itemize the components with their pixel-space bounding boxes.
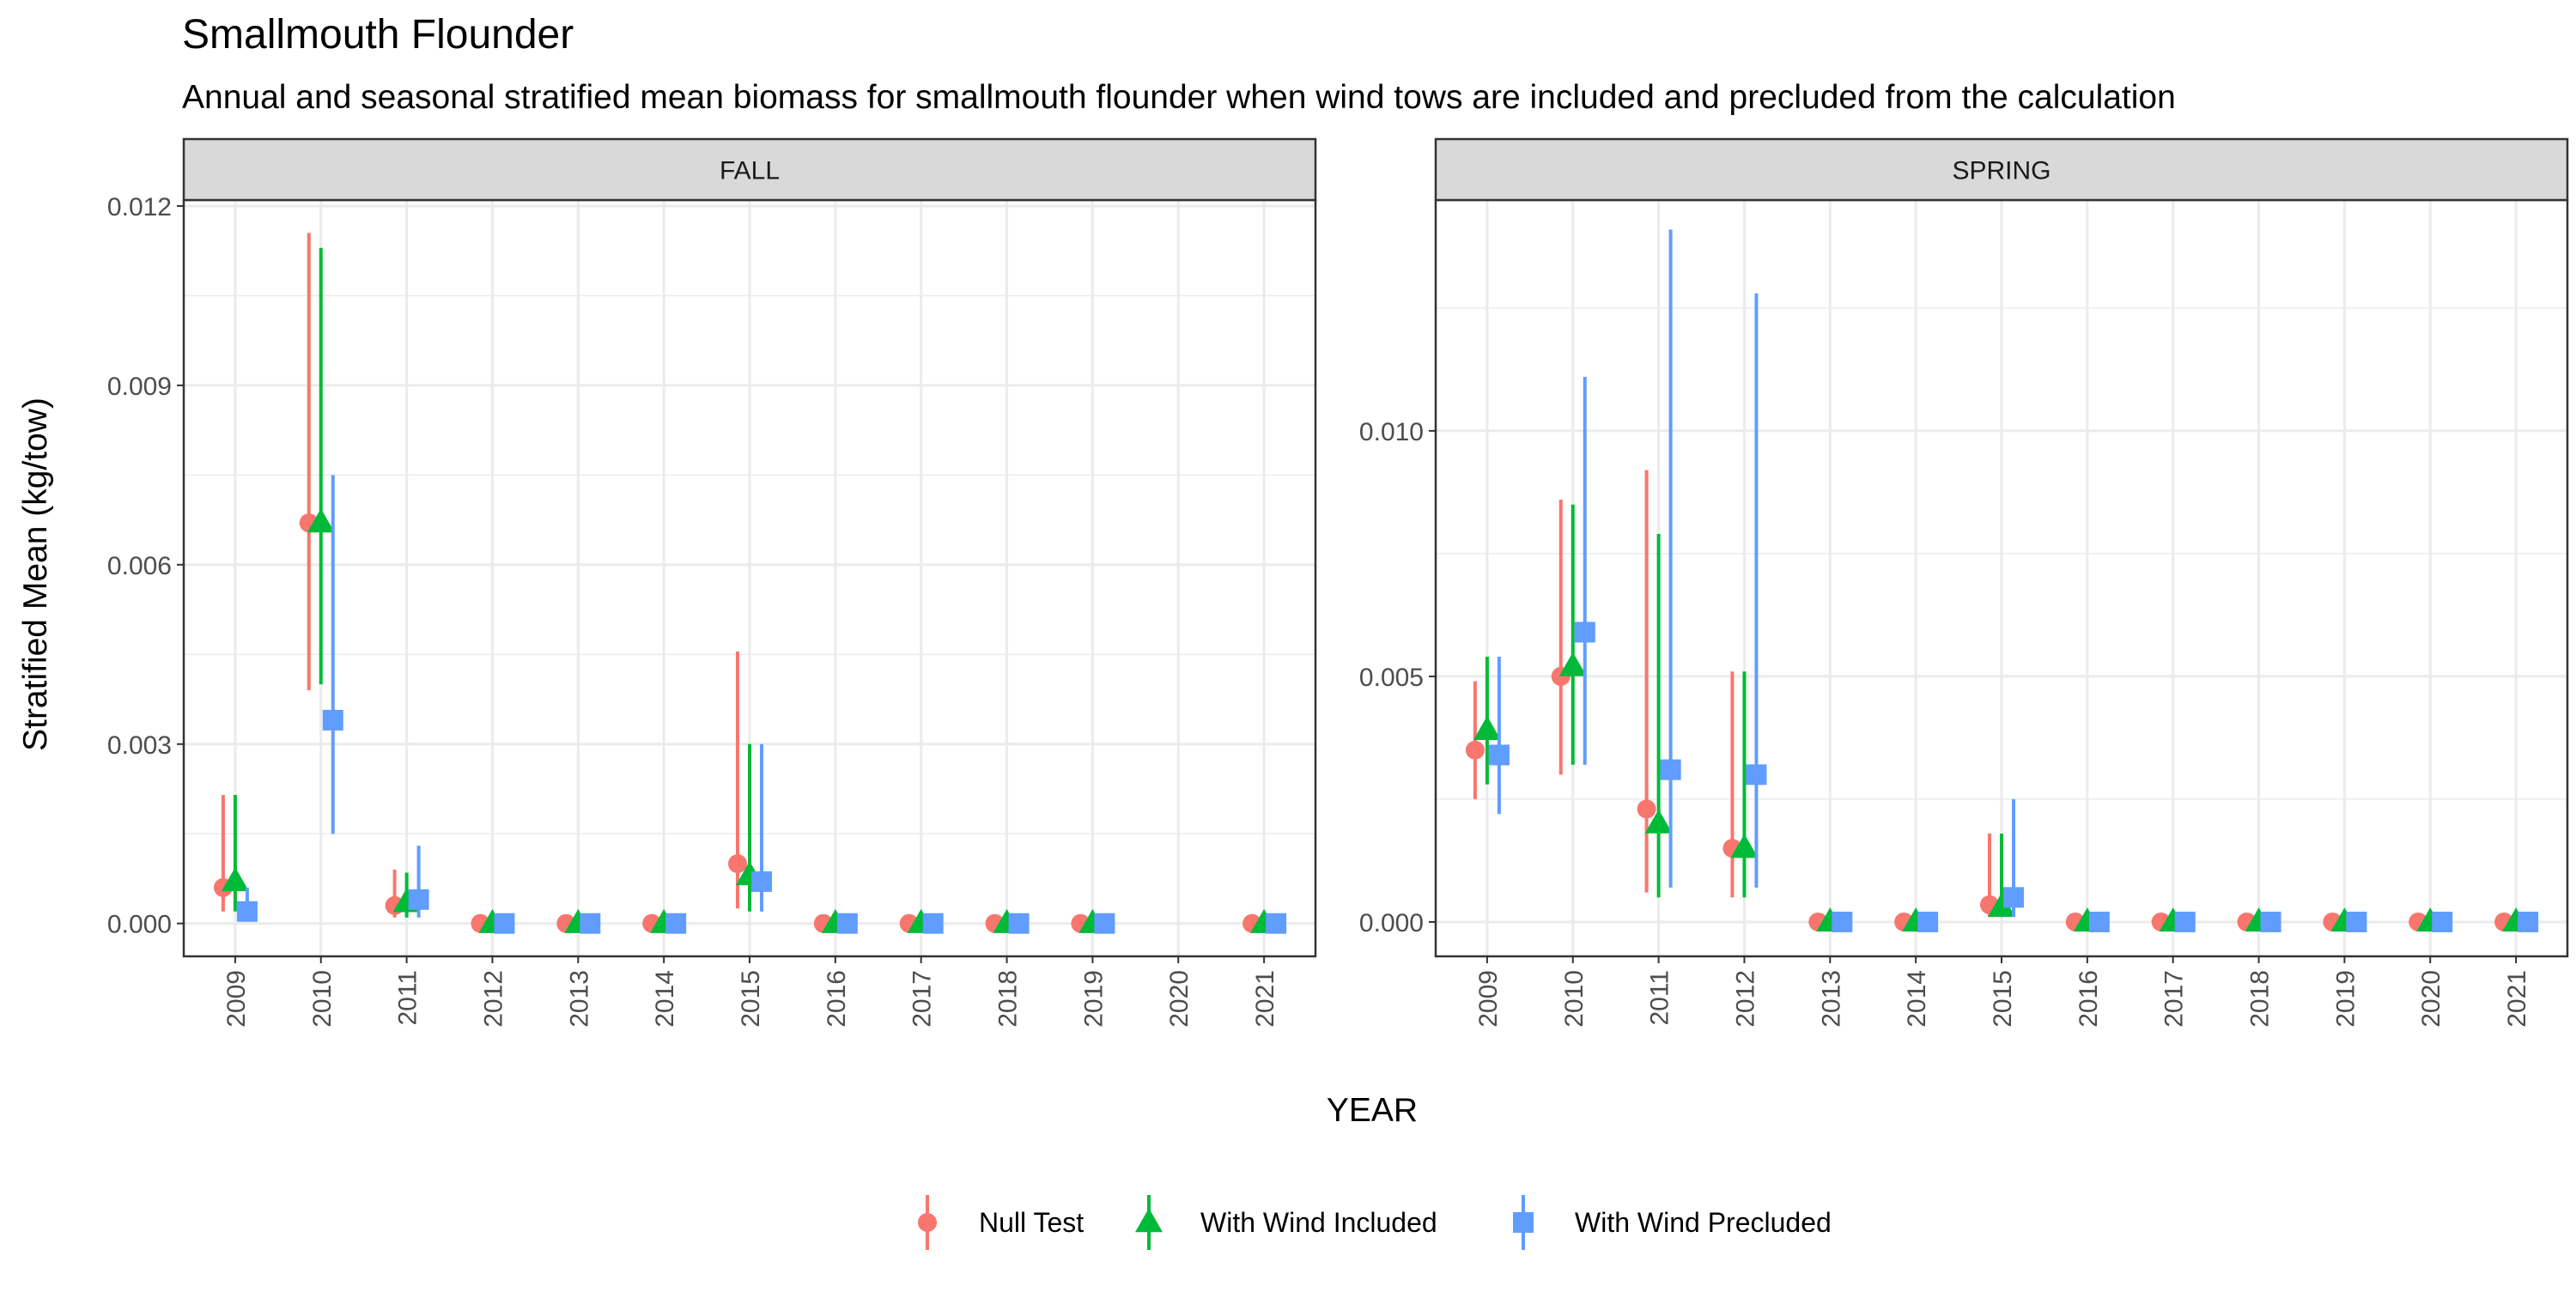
x-tick-label: 2018	[2246, 970, 2275, 1028]
x-tick-label: 2012	[1731, 970, 1759, 1028]
y-tick-label: 0.009	[107, 373, 172, 401]
x-tick-label: 2009	[222, 970, 251, 1028]
data-point	[1266, 913, 1287, 934]
x-tick-label: 2013	[1817, 970, 1845, 1028]
data-point	[494, 913, 515, 934]
x-tick-label: 2021	[2503, 970, 2531, 1028]
x-tick-label: 2019	[2331, 970, 2360, 1028]
panels: 0.000 0.003 0.006 0.009 0.012 2009 2010 2011 201…	[107, 137, 2569, 1028]
data-point	[1094, 913, 1115, 934]
data-point	[922, 913, 944, 934]
legend-key-marker	[918, 1213, 937, 1232]
x-tick-label: 2020	[2417, 970, 2445, 1028]
data-point	[2518, 911, 2539, 932]
legend-label: With Wind Precluded	[1575, 1207, 1832, 1238]
data-point	[2260, 911, 2281, 932]
x-tick-label: 2012	[479, 970, 507, 1028]
data-point	[1558, 652, 1587, 676]
series-with-wind-precluded	[1488, 229, 2539, 932]
y-tick-label: 0.003	[107, 731, 172, 760]
data-point	[1746, 764, 1767, 786]
x-tick-label: 2017	[908, 970, 937, 1028]
series-null-test	[213, 233, 1262, 933]
data-point	[307, 508, 335, 533]
chart-subtitle: Annual and seasonal stratified mean biom…	[182, 79, 2176, 116]
panel-spring: 0.000 0.005 0.010 2009 2010 2011 2012 2013 2014 2…	[1359, 137, 2569, 1028]
x-tick-label: 2009	[1474, 970, 1503, 1028]
data-point	[1465, 740, 1485, 760]
x-tick-label: 2011	[1646, 970, 1674, 1026]
x-tick-label: 2019	[1079, 970, 1108, 1028]
data-point	[2174, 911, 2196, 932]
y-tick-label: 0.000	[107, 911, 172, 939]
facet-strip	[182, 137, 1317, 202]
series-null-test	[1465, 470, 2514, 931]
x-tick-label: 2020	[1165, 970, 1194, 1028]
x-tick-label: 2016	[2075, 970, 2103, 1028]
y-tick-label: 0.000	[1359, 909, 1424, 937]
legend-key-marker	[1135, 1208, 1163, 1233]
x-tick-label: 2018	[994, 970, 1023, 1028]
y-tick-label: 0.006	[107, 552, 172, 580]
legend-label: Null Test	[979, 1207, 1084, 1238]
data-point	[322, 709, 343, 731]
y-tick-label: 0.005	[1359, 664, 1424, 692]
data-point	[1832, 911, 1853, 932]
legend: Null Test With Wind Included With Wind Pre…	[918, 1195, 1832, 1250]
x-tick-label: 2014	[1903, 970, 1931, 1028]
data-point	[1660, 759, 1681, 780]
x-tick-label: 2011	[394, 970, 422, 1026]
data-point	[2432, 911, 2453, 932]
legend-item-with-wind-included: With Wind Included	[1135, 1195, 1437, 1250]
data-point	[1574, 622, 1595, 643]
panel-fall: 0.000 0.003 0.006 0.009 0.012 2009 2010 2011 201…	[107, 137, 1317, 1028]
data-point	[1644, 809, 1673, 834]
data-point	[408, 889, 429, 910]
y-tick-label: 0.010	[1359, 418, 1424, 446]
data-point	[1637, 799, 1656, 819]
legend-item-null-test: Null Test	[918, 1195, 1084, 1250]
legend-key-marker	[1513, 1212, 1534, 1233]
data-point	[236, 901, 258, 922]
data-point	[1917, 911, 1939, 932]
facet-strip-label: SPRING	[1952, 157, 2050, 185]
x-tick-label: 2015	[737, 970, 765, 1028]
data-point	[2088, 911, 2110, 932]
facet-strip-label: FALL	[720, 157, 780, 185]
facet-strip	[1434, 137, 2569, 202]
y-axis-title: Stratified Mean (kg/tow)	[17, 397, 54, 751]
data-point	[1008, 913, 1030, 934]
data-point	[751, 870, 772, 892]
data-point	[2003, 887, 2024, 908]
data-point	[221, 867, 249, 892]
x-tick-label: 2014	[651, 970, 679, 1028]
x-tick-label: 2021	[1251, 970, 1279, 1028]
data-point	[836, 913, 858, 934]
y-tick-label: 0.012	[107, 193, 172, 221]
series-with-wind-precluded	[236, 475, 1287, 934]
legend-label: With Wind Included	[1200, 1207, 1437, 1238]
data-point	[2346, 911, 2367, 932]
chart-title: Smallmouth Flounder	[182, 12, 574, 58]
data-point	[1730, 834, 1759, 858]
data-point	[1473, 716, 1501, 741]
x-tick-label: 2010	[1560, 970, 1589, 1028]
data-point	[580, 913, 601, 934]
data-point	[1988, 892, 2015, 917]
x-tick-label: 2015	[1989, 970, 2017, 1028]
data-point	[728, 854, 747, 874]
data-point	[665, 913, 687, 934]
x-tick-label: 2016	[823, 970, 851, 1028]
x-tick-label: 2010	[308, 970, 337, 1028]
legend-item-with-wind-precluded: With Wind Precluded	[1513, 1195, 1832, 1250]
data-point	[1488, 744, 1510, 766]
x-axis-title: YEAR	[1327, 1092, 1418, 1129]
x-tick-label: 2013	[565, 970, 593, 1028]
series-with-wind-included	[1473, 504, 2530, 932]
x-tick-label: 2017	[2160, 970, 2189, 1028]
